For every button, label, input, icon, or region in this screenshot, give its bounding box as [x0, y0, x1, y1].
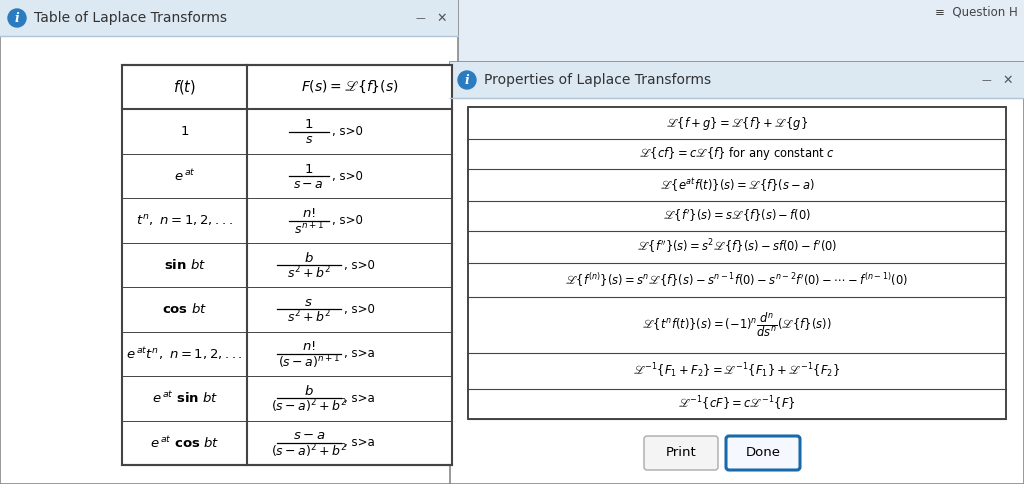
Text: $b$: $b$ — [304, 384, 313, 398]
Text: $t^n,\ n=1,2,...$: $t^n,\ n=1,2,...$ — [136, 213, 233, 228]
Text: $s^2+b^2$: $s^2+b^2$ — [287, 265, 331, 281]
Text: $(s-a)^2+b^2$: $(s-a)^2+b^2$ — [270, 397, 347, 415]
Text: $e^{\,at}t^n,\ n=1,2,...$: $e^{\,at}t^n,\ n=1,2,...$ — [126, 346, 243, 362]
Text: ✕: ✕ — [1002, 74, 1014, 87]
Text: $\mathscr{L}\{cf\} = c\mathscr{L}\{f\}\ \mathrm{for\ any\ constant\ }c$: $\mathscr{L}\{cf\} = c\mathscr{L}\{f\}\ … — [639, 146, 835, 163]
Text: $\mathscr{L}^{-1}\{cF\} = c\mathscr{L}^{-1}\{F\}$: $\mathscr{L}^{-1}\{cF\} = c\mathscr{L}^{… — [678, 395, 796, 413]
Bar — [468, 107, 1006, 419]
Text: , s>0: , s>0 — [332, 214, 362, 227]
Text: i: i — [465, 74, 469, 87]
Text: , s>0: , s>0 — [332, 125, 362, 138]
Text: $n!$: $n!$ — [302, 340, 315, 353]
Text: $e^{\,at}\ \mathbf{cos}\ bt$: $e^{\,at}\ \mathbf{cos}\ bt$ — [150, 435, 219, 451]
Text: i: i — [14, 12, 19, 25]
FancyBboxPatch shape — [726, 436, 800, 470]
Text: $1$: $1$ — [304, 163, 313, 176]
Text: $e^{\,at}\ \mathbf{sin}\ bt$: $e^{\,at}\ \mathbf{sin}\ bt$ — [152, 391, 218, 406]
Bar — [0, 0, 458, 36]
Text: $s^2+b^2$: $s^2+b^2$ — [287, 309, 331, 326]
Text: $\mathscr{L}\{t^nf(t)\}(s) = (-1)^n\dfrac{d^n}{ds^n}(\mathscr{L}\{f\}(s))$: $\mathscr{L}\{t^nf(t)\}(s) = (-1)^n\dfra… — [642, 311, 831, 339]
Text: $f(t)$: $f(t)$ — [173, 78, 197, 96]
Text: $\mathbf{sin}\ bt$: $\mathbf{sin}\ bt$ — [164, 258, 206, 272]
Text: , s>a: , s>a — [344, 436, 375, 449]
Text: , s>a: , s>a — [344, 392, 375, 405]
Bar — [450, 62, 1024, 484]
Text: $1$: $1$ — [180, 125, 189, 138]
Text: Done: Done — [745, 447, 780, 459]
Text: $\mathscr{L}^{-1}\{F_1+F_2\} = \mathscr{L}^{-1}\{F_1\} + \mathscr{L}^{-1}\{F_2\}: $\mathscr{L}^{-1}\{F_1+F_2\} = \mathscr{… — [634, 362, 841, 380]
Text: $\mathscr{L}\{e^{at}f(t)\}(s) = \mathscr{L}\{f\}(s-a)$: $\mathscr{L}\{e^{at}f(t)\}(s) = \mathscr… — [659, 176, 814, 194]
Text: ≡  Question H: ≡ Question H — [935, 5, 1018, 18]
Text: , s>0: , s>0 — [344, 303, 375, 316]
Bar — [468, 107, 1006, 419]
Text: $b$: $b$ — [304, 251, 313, 265]
Text: $(s-a)^{n+1}$: $(s-a)^{n+1}$ — [278, 353, 340, 371]
Text: Properties of Laplace Transforms: Properties of Laplace Transforms — [484, 73, 711, 87]
Bar — [0, 0, 458, 484]
Text: , s>a: , s>a — [344, 348, 375, 361]
Text: —: — — [415, 13, 425, 23]
Text: Print: Print — [666, 447, 696, 459]
FancyBboxPatch shape — [644, 436, 718, 470]
Text: $\mathscr{L}\{f''\}(s) = s^2\mathscr{L}\{f\}(s) - sf(0) - f'(0)$: $\mathscr{L}\{f''\}(s) = s^2\mathscr{L}\… — [637, 238, 838, 256]
Circle shape — [458, 71, 476, 89]
Text: $e^{\,at}$: $e^{\,at}$ — [174, 168, 196, 184]
Bar — [122, 65, 452, 465]
Text: $n!$: $n!$ — [302, 207, 315, 220]
Text: $\mathbf{cos}\ bt$: $\mathbf{cos}\ bt$ — [162, 302, 207, 317]
Text: $\mathscr{L}\{f'\}(s) = s\mathscr{L}\{f\}(s) - f(0)$: $\mathscr{L}\{f'\}(s) = s\mathscr{L}\{f\… — [663, 208, 811, 224]
Text: , s>0: , s>0 — [332, 169, 362, 182]
Text: $\mathscr{L}\{f+g\} = \mathscr{L}\{f\} + \mathscr{L}\{g\}$: $\mathscr{L}\{f+g\} = \mathscr{L}\{f\} +… — [666, 115, 808, 132]
Text: ✕: ✕ — [437, 12, 447, 25]
Circle shape — [8, 9, 26, 27]
Text: , s>0: , s>0 — [344, 258, 375, 272]
Bar — [450, 62, 1024, 98]
Text: Table of Laplace Transforms: Table of Laplace Transforms — [34, 11, 227, 25]
Text: $(s-a)^2+b^2$: $(s-a)^2+b^2$ — [270, 442, 347, 460]
Text: $F(s) = \mathscr{L}\{f\}(s)$: $F(s) = \mathscr{L}\{f\}(s)$ — [301, 79, 398, 95]
Text: $s-a$: $s-a$ — [293, 429, 325, 442]
Text: $s$: $s$ — [304, 296, 313, 309]
Text: $s$: $s$ — [305, 133, 313, 146]
Text: $s^{n+1}$: $s^{n+1}$ — [294, 220, 324, 237]
Text: $\mathscr{L}\{f^{(n)}\}(s) = s^n\mathscr{L}\{f\}(s) - s^{n-1}f(0) - s^{n-2}f'(0): $\mathscr{L}\{f^{(n)}\}(s) = s^n\mathscr… — [565, 271, 908, 289]
Text: —: — — [981, 75, 991, 85]
Text: $1$: $1$ — [304, 118, 313, 131]
Text: $s-a$: $s-a$ — [294, 178, 325, 191]
Bar — [0, 0, 458, 484]
